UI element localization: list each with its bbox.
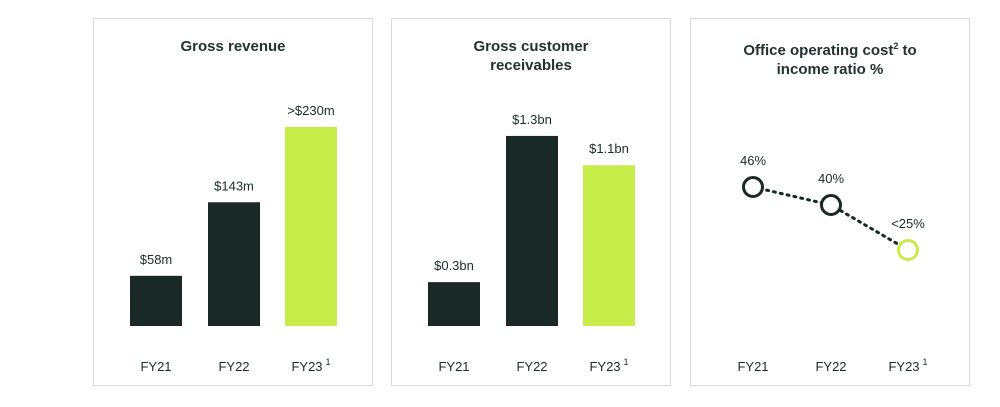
title-main: Office operating cost [743, 42, 894, 59]
title-suffix: to income ratio % [776, 42, 917, 78]
gross-receivables-panel: Gross customer receivables $0.3bn FY21 $1.… [391, 18, 671, 386]
title-superscript: 2 [893, 41, 899, 51]
data-label-fy22: $1.3bn [512, 112, 552, 127]
chart-title-gross-revenue: Gross revenue [180, 38, 286, 55]
x-tick-label-fy22: FY22 [218, 359, 249, 374]
footnote-marker: 1 [624, 357, 629, 367]
chart-title-gross-receivables: Gross customer receivables [473, 38, 589, 74]
cost-income-ratio-chart: 46% FY21 40% FY22 <25% FY23 1 [737, 153, 927, 374]
bar-fy23 [285, 126, 337, 327]
data-label-fy23: $1.1bn [589, 141, 629, 156]
footnote-marker: 1 [923, 357, 928, 367]
gross-revenue-panel: Gross revenue $58m FY21 $143m FY22 >$230m FY2… [93, 18, 373, 386]
data-label-fy22: 40% [818, 171, 844, 186]
data-label-fy21: 46% [740, 153, 766, 168]
bar-fy22 [208, 202, 260, 326]
data-label-fy23: <25% [891, 216, 925, 231]
x-tick-label-fy23: FY23 1 [291, 357, 330, 374]
point-fy23 [897, 239, 919, 261]
bar-fy22 [506, 135, 558, 326]
point-fy22 [820, 194, 842, 216]
bar-fy21 [428, 282, 480, 326]
x-tick-label-fy23: FY23 1 [888, 357, 927, 374]
data-label-fy22: $143m [214, 178, 254, 193]
x-tick-label-fy21: FY21 [438, 359, 469, 374]
x-tick-label-fy22: FY22 [815, 359, 846, 374]
point-fy21 [742, 176, 764, 198]
cost-income-ratio-panel: Office operating cost2 to income ratio %… [690, 18, 970, 386]
gross-revenue-chart: $58m FY21 $143m FY22 >$230m FY23 1 [130, 103, 337, 374]
data-label-fy21: $0.3bn [434, 258, 474, 273]
gross-receivables-chart: $0.3bn FY21 $1.3bn FY22 $1.1bn FY23 1 [428, 112, 635, 374]
bar-fy21 [130, 275, 182, 326]
x-tick-label-fy21: FY21 [140, 359, 171, 374]
footnote-marker: 1 [326, 357, 331, 367]
x-tick-label-fy21: FY21 [737, 359, 768, 374]
bar-fy23 [583, 165, 635, 326]
data-label-fy23: >$230m [287, 103, 334, 118]
data-label-fy21: $58m [140, 252, 173, 267]
x-tick-label-fy22: FY22 [516, 359, 547, 374]
x-tick-label-fy23: FY23 1 [589, 357, 628, 374]
chart-title-cost-income-ratio: Office operating cost2 to income ratio % [691, 37, 969, 79]
